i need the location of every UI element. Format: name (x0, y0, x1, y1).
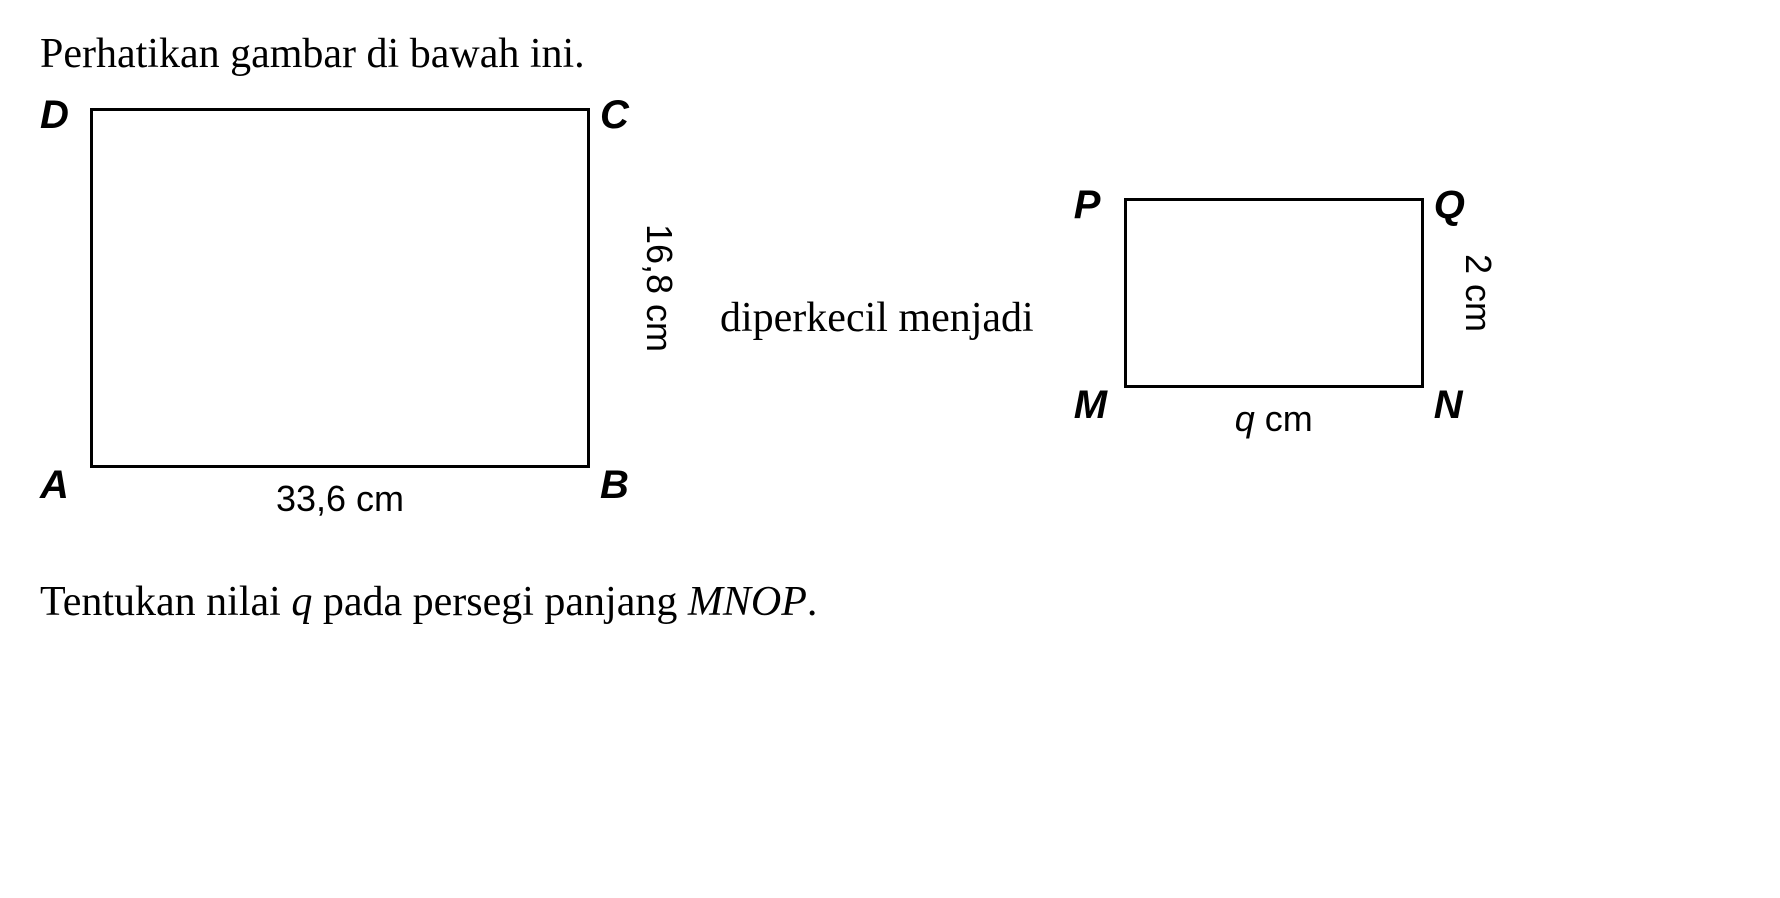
small-right-label: 2 cm (1457, 254, 1499, 332)
small-corner-m: M (1074, 383, 1107, 428)
title-text: Perhatikan gambar di bawah ini. (40, 30, 1740, 78)
big-rectangle-wrap: D C A B 33,6 cm 16,8 cm (40, 108, 680, 528)
small-corner-p: P (1074, 183, 1101, 228)
big-corner-b: B (600, 463, 629, 508)
big-corner-c: C (600, 93, 629, 138)
big-bottom-label: 33,6 cm (276, 478, 404, 520)
question-shape: MNOP (688, 579, 807, 625)
diagram-row: D C A B 33,6 cm 16,8 cm diperkecil menja… (40, 108, 1740, 528)
middle-text: diperkecil menjadi (720, 294, 1034, 342)
big-rectangle (90, 108, 590, 468)
question-text: Tentukan nilai q pada persegi panjang MN… (40, 578, 1740, 626)
small-bottom-var: q (1235, 398, 1255, 439)
small-bottom-label: q cm (1235, 398, 1313, 440)
small-rectangle (1124, 198, 1424, 388)
small-corner-q: Q (1434, 183, 1465, 228)
question-var: q (291, 579, 312, 625)
small-bottom-unit: cm (1255, 398, 1313, 439)
big-corner-d: D (40, 93, 69, 138)
question-prefix: Tentukan nilai (40, 579, 291, 625)
big-right-label: 16,8 cm (638, 224, 680, 352)
small-corner-n: N (1434, 383, 1463, 428)
big-corner-a: A (40, 463, 69, 508)
question-suffix: . (807, 579, 818, 625)
question-mid: pada persegi panjang (312, 579, 688, 625)
small-rectangle-wrap: P Q M N q cm 2 cm (1074, 188, 1514, 448)
